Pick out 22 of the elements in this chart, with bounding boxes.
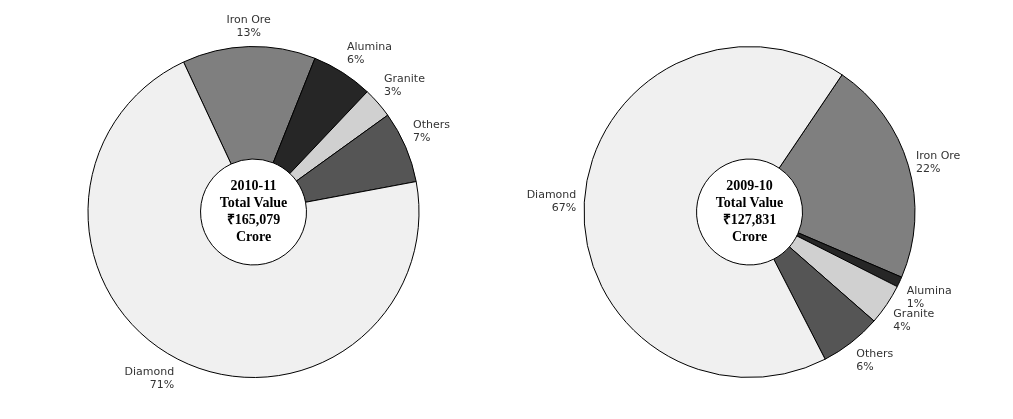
slice-label: Diamond	[526, 188, 577, 202]
slice-label: Diamond	[124, 364, 175, 378]
data-label: 6%	[346, 53, 365, 67]
data-label: 7%	[412, 131, 431, 145]
data-label: 67%	[551, 201, 577, 215]
data-label: 6%	[856, 360, 874, 374]
data-label: 22%	[915, 162, 941, 176]
text: 2009-10 Total Value ₹127,831 Crore	[715, 178, 784, 245]
data-label: 71%	[149, 377, 175, 391]
data-label: 3%	[384, 85, 402, 99]
slice-label: Granite	[893, 307, 935, 321]
slice-label: Iron Ore	[226, 12, 272, 26]
data-label: 13%	[236, 25, 261, 39]
slice-label: Others	[856, 347, 894, 361]
slice-label: Iron Ore	[915, 149, 961, 163]
slice-label: Granite	[384, 72, 426, 86]
data-label: 1%	[906, 296, 925, 310]
data-label: 4%	[893, 320, 911, 334]
slice-label: Others	[412, 118, 451, 132]
slice-label: Alumina	[906, 283, 952, 297]
slice-label: Alumina	[346, 40, 393, 54]
text: 2010-11 Total Value ₹165,079 Crore	[219, 178, 288, 245]
